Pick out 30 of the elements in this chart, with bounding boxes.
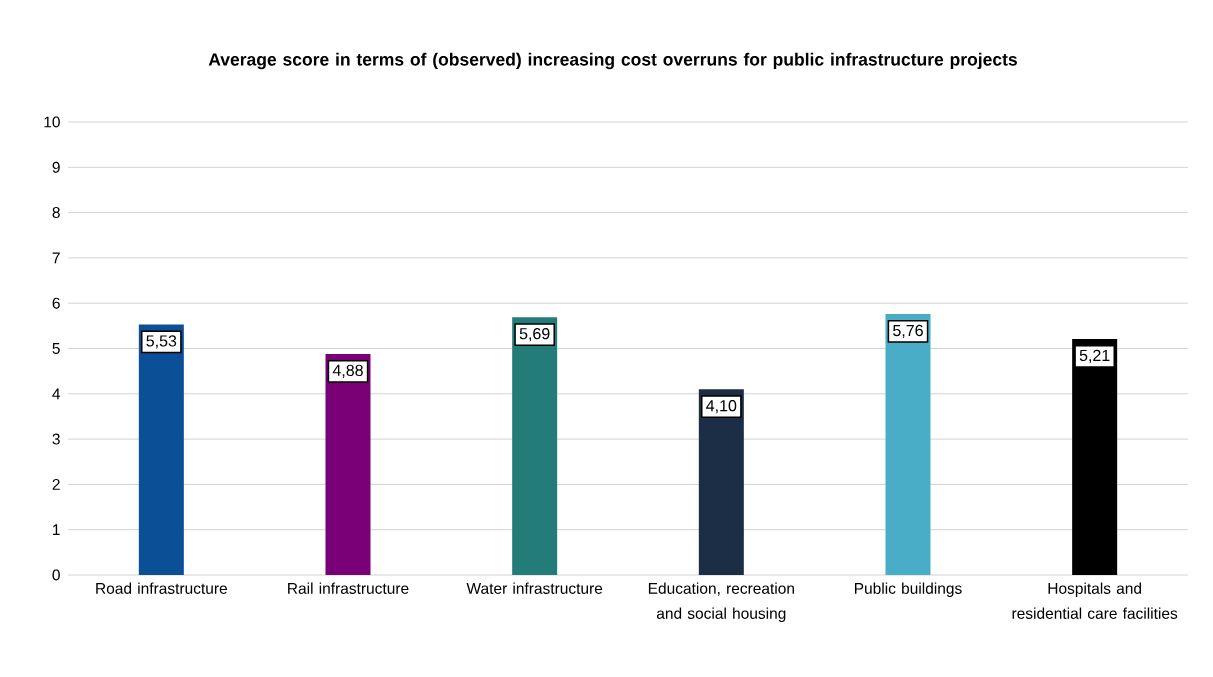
y-tick-label: 7	[52, 252, 60, 264]
bar	[138, 324, 184, 575]
data-label: 5,21	[1079, 349, 1110, 363]
data-label: 4,88	[332, 364, 363, 378]
data-label: 4,10	[706, 400, 737, 414]
y-tick-label: 2	[52, 478, 60, 490]
y-tick-label: 5	[52, 343, 60, 354]
x-tick-label: Rail infrastructure	[288, 582, 409, 594]
bar	[325, 353, 371, 575]
data-label: 5,53	[146, 335, 177, 349]
y-tick-label: 10	[44, 116, 60, 128]
x-tick-label: Public buildings	[854, 582, 962, 597]
chart-title: Average score in terms of (observed) increasing cost overruns for public infrastructure projects	[208, 52, 1017, 70]
y-tick-label: 1	[53, 524, 60, 536]
y-tick-label: 9	[52, 161, 60, 173]
data-label: 5,69	[519, 327, 550, 342]
data-label: 5,76	[893, 324, 923, 339]
bar	[1072, 338, 1118, 575]
y-tick-label: 4	[52, 388, 61, 400]
y-tick-label: 6	[52, 297, 60, 309]
bar	[512, 317, 558, 575]
y-tick-label: 3	[52, 433, 60, 445]
x-tick-label: Education, recreation and social housing	[648, 582, 794, 622]
x-tick-label: Water infrastructure	[466, 582, 603, 594]
bar	[698, 389, 744, 575]
bar	[885, 314, 931, 575]
y-tick-label: 0	[52, 569, 60, 581]
x-tick-label: Road infrastructure	[96, 582, 227, 594]
x-tick-label: Hospitals and residential care facilities	[1012, 582, 1178, 619]
y-tick-label: 8	[52, 207, 60, 219]
